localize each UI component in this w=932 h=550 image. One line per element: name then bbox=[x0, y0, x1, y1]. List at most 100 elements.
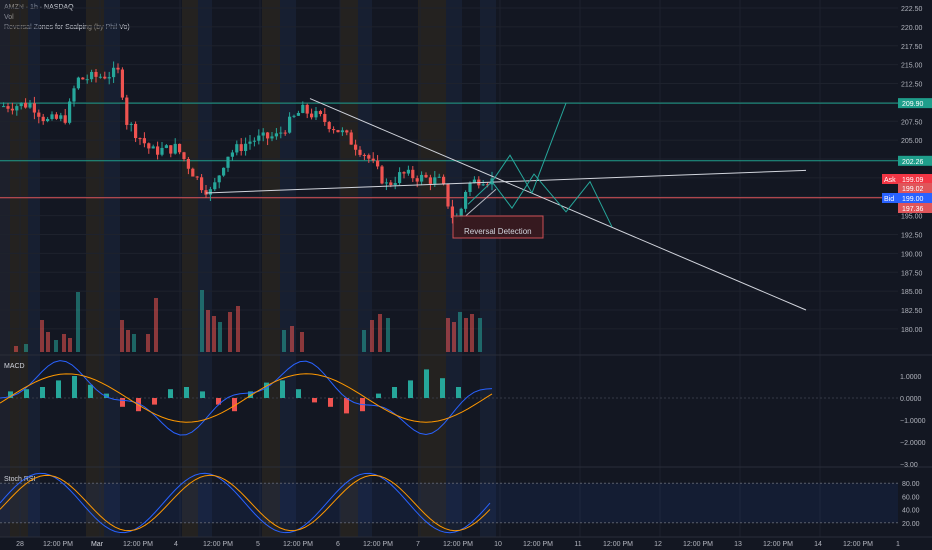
candlestick bbox=[389, 182, 393, 185]
macd-histogram-bar bbox=[232, 398, 237, 412]
candlestick bbox=[296, 112, 300, 116]
candlestick bbox=[32, 103, 36, 113]
price-tag-value: 199.02 bbox=[902, 186, 924, 193]
candlestick bbox=[314, 111, 318, 118]
macd-histogram-bar bbox=[72, 376, 77, 398]
projection-path-bearish[interactable] bbox=[491, 173, 613, 228]
candlestick bbox=[464, 191, 468, 209]
volume-bar bbox=[300, 332, 304, 352]
stoch-rsi-band bbox=[0, 483, 898, 523]
price-axis-label: 190.00 bbox=[901, 251, 923, 258]
price-axis-label: 192.50 bbox=[901, 233, 923, 240]
volume-bar bbox=[54, 340, 58, 352]
volume-indicator-label[interactable]: Vol bbox=[4, 14, 14, 21]
time-axis-label: 1 bbox=[896, 541, 900, 548]
candlestick bbox=[98, 76, 102, 78]
price-tag-value: 199.09 bbox=[902, 177, 924, 184]
candlestick bbox=[358, 149, 362, 155]
macd-histogram-bar bbox=[296, 389, 301, 398]
macd-histogram-bar bbox=[344, 398, 349, 414]
stoch-k-line bbox=[0, 472, 491, 534]
stoch-axis-label: 80.00 bbox=[902, 481, 920, 488]
candlestick bbox=[134, 123, 138, 139]
candlestick bbox=[129, 123, 133, 125]
volume-bar bbox=[228, 312, 232, 352]
price-axis-label: 215.00 bbox=[901, 63, 923, 70]
candlestick bbox=[411, 169, 415, 179]
ascending-trendline[interactable] bbox=[205, 169, 807, 194]
time-axis-label: 12:00 PM bbox=[603, 541, 633, 548]
session-shading bbox=[262, 0, 280, 537]
reversal-detection-label: Reversal Detection bbox=[464, 227, 532, 236]
candlestick bbox=[252, 140, 256, 142]
volume-bar bbox=[76, 292, 80, 352]
time-axis-label: 4 bbox=[174, 541, 178, 548]
volume-bar bbox=[290, 326, 294, 352]
candlestick bbox=[472, 179, 476, 183]
candlestick bbox=[398, 172, 402, 184]
candlestick bbox=[41, 116, 45, 122]
candlestick bbox=[125, 97, 129, 125]
candlestick bbox=[2, 106, 6, 108]
reversal-detection-box[interactable] bbox=[452, 215, 544, 239]
volume-bar bbox=[146, 334, 150, 352]
candlestick bbox=[156, 146, 160, 155]
price-axis-label: 187.50 bbox=[901, 270, 923, 277]
price-axis-label: 185.00 bbox=[901, 289, 923, 296]
volume-bar bbox=[62, 334, 66, 352]
candlestick bbox=[279, 132, 283, 134]
time-axis[interactable] bbox=[0, 537, 932, 550]
candlestick bbox=[6, 106, 10, 109]
price-axis-label: 207.50 bbox=[901, 119, 923, 126]
macd-histogram-bar bbox=[408, 380, 413, 398]
session-shading bbox=[104, 0, 120, 537]
candlestick bbox=[318, 111, 322, 115]
candlestick bbox=[450, 206, 454, 218]
session-shading bbox=[0, 0, 10, 537]
candlestick bbox=[244, 143, 248, 151]
candlestick bbox=[142, 138, 146, 144]
candlestick bbox=[19, 102, 23, 107]
candlestick bbox=[239, 144, 243, 151]
candlestick bbox=[446, 183, 450, 207]
time-axis-label: 5 bbox=[256, 541, 260, 548]
price-tag bbox=[898, 98, 932, 109]
volume-bar bbox=[68, 338, 72, 352]
macd-histogram-bar bbox=[264, 382, 269, 398]
projection-arrow[interactable] bbox=[465, 188, 497, 217]
time-axis-label: 28 bbox=[16, 541, 24, 548]
stoch-axis-label: 20.00 bbox=[902, 521, 920, 528]
price-axis-label: 205.00 bbox=[901, 138, 923, 145]
volume-bar bbox=[200, 290, 204, 352]
price-tag-value: 199.00 bbox=[902, 196, 924, 203]
price-axis[interactable] bbox=[898, 0, 932, 537]
candlestick bbox=[151, 146, 155, 149]
candlestick bbox=[200, 177, 204, 191]
quote-type-tag bbox=[882, 174, 898, 184]
candlestick bbox=[112, 67, 116, 78]
candlestick bbox=[230, 152, 234, 157]
candlestick bbox=[428, 177, 432, 184]
price-tag bbox=[898, 183, 932, 193]
candlestick bbox=[63, 115, 67, 123]
candlestick bbox=[257, 135, 261, 141]
candlestick bbox=[235, 144, 239, 153]
price-axis-label: 182.50 bbox=[901, 308, 923, 315]
reversal-zones-indicator-label[interactable]: Reversal Zones for Scalping (by Phil Vo) bbox=[4, 24, 130, 31]
time-axis-label: 12 bbox=[654, 541, 662, 548]
volume-bar bbox=[446, 318, 450, 352]
projection-path-bullish[interactable] bbox=[467, 102, 567, 205]
price-tag-value: 209.90 bbox=[902, 101, 924, 108]
macd-histogram-bar bbox=[184, 387, 189, 398]
time-axis-label: 12:00 PM bbox=[843, 541, 873, 548]
candlestick bbox=[76, 77, 80, 89]
descending-trendline[interactable] bbox=[309, 98, 807, 311]
volume-bar bbox=[458, 312, 462, 352]
candlestick bbox=[459, 208, 463, 218]
quote-type-tag bbox=[882, 193, 898, 203]
candlestick bbox=[59, 115, 63, 119]
macd-panel-title: MACD bbox=[4, 363, 25, 370]
stoch-d-line bbox=[0, 474, 491, 532]
volume-bar bbox=[362, 330, 366, 352]
